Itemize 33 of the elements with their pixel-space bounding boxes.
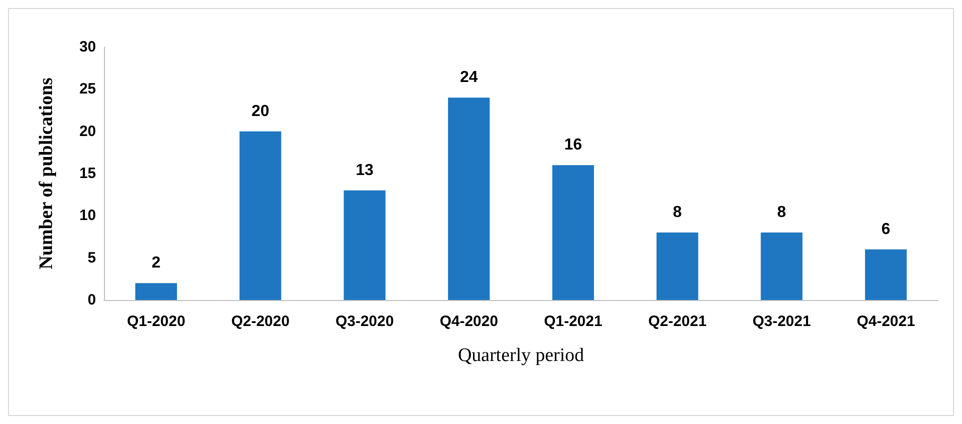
data-label: 2 [152, 254, 161, 272]
bar [240, 131, 282, 300]
data-label: 6 [881, 220, 890, 238]
data-label: 8 [777, 204, 786, 222]
bar [344, 190, 386, 300]
y-tick-label: 25 [79, 80, 96, 98]
x-tick-label: Q1-2021 [544, 313, 602, 330]
bar [448, 98, 490, 300]
y-tick-label: 20 [79, 122, 96, 140]
x-tick-label: Q3-2021 [752, 313, 811, 330]
x-tick-label: Q4-2021 [856, 313, 916, 330]
y-tick-label: 30 [79, 38, 96, 56]
bar [135, 283, 177, 300]
x-tick-label: Q2-2020 [231, 313, 290, 330]
x-tick-label: Q3-2020 [335, 313, 394, 330]
x-tick-label: Q1-2020 [126, 313, 186, 330]
y-axis-title: Number of publications [36, 78, 57, 270]
y-tick-label: 15 [79, 165, 96, 182]
x-tick-label: Q2-2021 [648, 313, 707, 330]
data-label: 16 [564, 136, 582, 154]
data-label: 13 [356, 162, 374, 179]
data-label: 8 [672, 204, 682, 222]
data-label: 20 [251, 102, 270, 120]
bar [865, 249, 907, 300]
data-label: 24 [460, 69, 478, 86]
y-tick-label: 0 [88, 292, 96, 308]
y-tick-label: 5 [88, 249, 96, 266]
bar [656, 232, 698, 300]
y-tick-label: 10 [79, 207, 96, 224]
bar [552, 165, 594, 300]
x-axis-title: Quarterly period [458, 345, 585, 366]
x-tick-label: Q4-2020 [440, 313, 498, 330]
bar [760, 232, 802, 300]
